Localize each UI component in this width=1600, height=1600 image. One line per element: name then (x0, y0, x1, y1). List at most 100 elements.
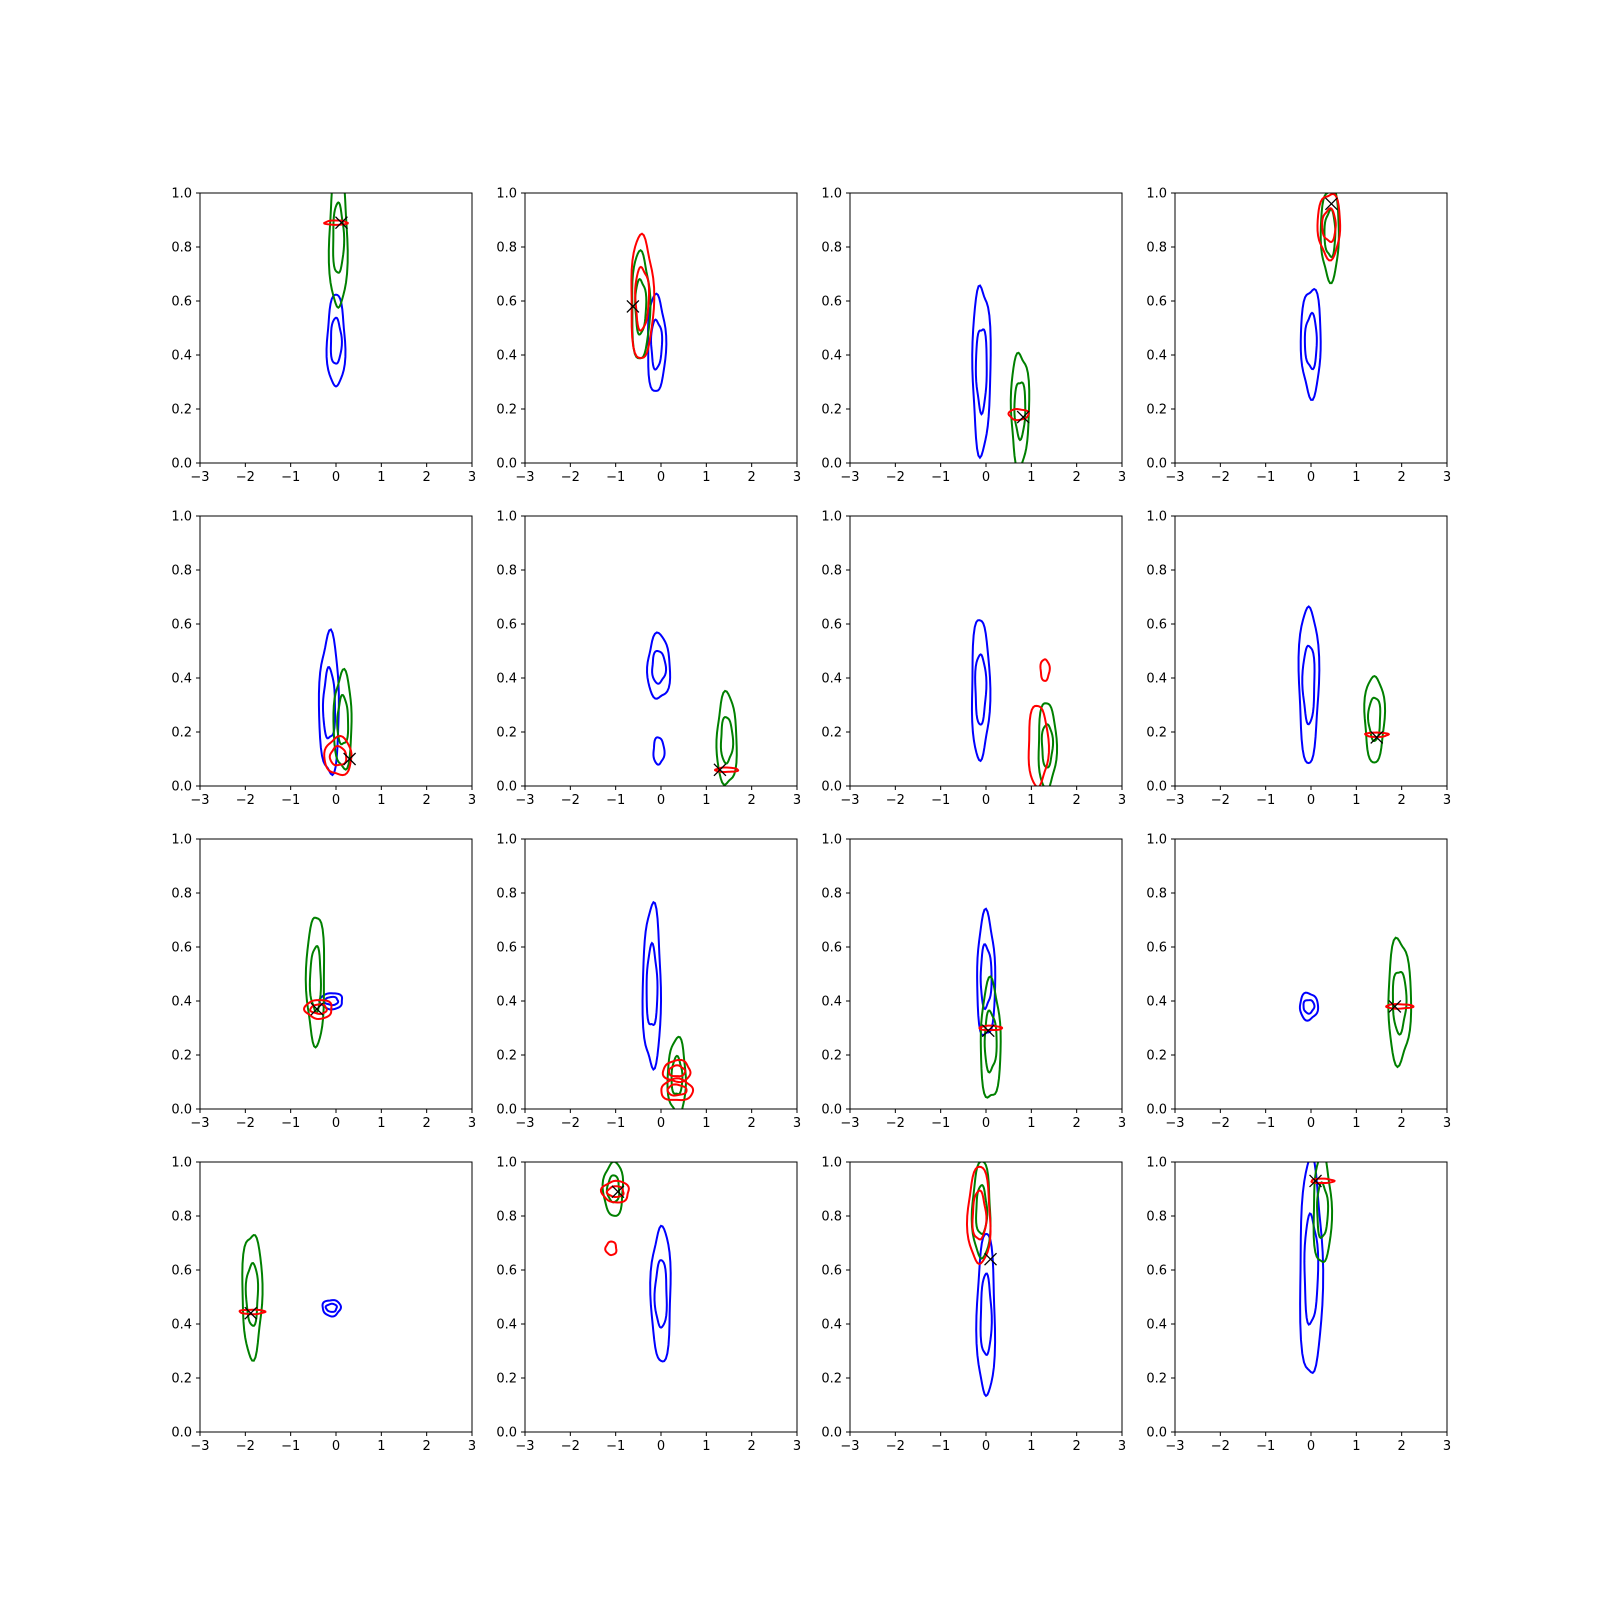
x-tick-label: 2 (1073, 793, 1081, 808)
true-value-marker (244, 1306, 258, 1320)
blue-contour-level-2 (649, 318, 664, 371)
true-value-marker (1370, 730, 1384, 744)
red-contour-level-1 (323, 734, 353, 777)
y-tick-label: 0.0 (496, 1103, 517, 1118)
panel-10: −3 −2 −1 0 1 2 3 0.0 0.2 0.4 0.6 0.8 1.0 (496, 833, 801, 1132)
green-contour-level-2 (983, 1009, 998, 1074)
y-tick-label: 0.0 (171, 1103, 192, 1118)
x-tick-label: −3 (840, 1439, 859, 1454)
y-tick-label: 0.0 (496, 1426, 517, 1441)
x-tick-label: 1 (1352, 793, 1360, 808)
x-tick-label: 3 (793, 793, 801, 808)
x-tick-label: 0 (657, 793, 665, 808)
panel-plot-area (646, 631, 740, 786)
y-tick-label: 0.2 (1146, 403, 1167, 418)
panel-plot-area (302, 916, 344, 1049)
x-tick-label: 2 (1073, 1116, 1081, 1131)
blue-contour-level-1 (321, 1299, 342, 1318)
green-contour-level-1 (666, 1035, 687, 1109)
y-tick-label: 0.0 (496, 780, 517, 795)
x-tick-label: −2 (886, 470, 905, 485)
x-tick-label: −1 (606, 793, 625, 808)
x-tick-label: 1 (702, 470, 710, 485)
x-tick-label: −3 (1165, 1439, 1184, 1454)
x-tick-label: 1 (1027, 1116, 1035, 1131)
panel-plot-area (965, 1162, 997, 1398)
x-tick-label: 2 (748, 1439, 756, 1454)
panel-16: −3 −2 −1 0 1 2 3 0.0 0.2 0.4 0.6 0.8 1.0 (1146, 1156, 1451, 1455)
x-tick-label: 1 (377, 470, 385, 485)
x-tick-label: 1 (377, 1116, 385, 1131)
blue-contour-level-1 (652, 736, 666, 766)
x-tick-label: −2 (561, 793, 580, 808)
true-value-marker (1388, 999, 1402, 1013)
blue-contour-level-2 (1303, 1212, 1320, 1326)
y-tick-label: 0.4 (1146, 672, 1167, 687)
red-contour-level-1 (630, 232, 656, 359)
y-tick-label: 0.2 (496, 1372, 517, 1387)
y-tick-label: 0.0 (821, 457, 842, 472)
x-tick-label: 1 (377, 793, 385, 808)
x-tick-label: −3 (1165, 1116, 1184, 1131)
blue-contour-level-1 (1298, 991, 1320, 1022)
panel-5: −3 −2 −1 0 1 2 3 0.0 0.2 0.4 0.6 0.8 1.0 (171, 510, 476, 809)
x-tick-label: 2 (423, 1116, 431, 1131)
panel-plot-area (970, 619, 1059, 786)
panel-plot-area (641, 900, 695, 1109)
y-tick-label: 0.2 (1146, 1049, 1167, 1064)
x-tick-label: −2 (561, 1116, 580, 1131)
x-tick-label: −3 (840, 1116, 859, 1131)
red-contour-level-1 (713, 766, 740, 773)
blue-contour-level-2 (329, 316, 343, 365)
x-tick-label: −2 (236, 1116, 255, 1131)
true-value-marker (626, 299, 640, 313)
y-tick-label: 0.2 (171, 403, 192, 418)
red-contour-level-1 (660, 1077, 695, 1102)
green-contour-level-1 (1009, 351, 1031, 463)
panel-9: −3 −2 −1 0 1 2 3 0.0 0.2 0.4 0.6 0.8 1.0 (171, 833, 476, 1132)
x-tick-label: 0 (1307, 470, 1315, 485)
blue-contour-level-2 (974, 653, 988, 726)
x-tick-label: 2 (1073, 1439, 1081, 1454)
green-contour-level-1 (1319, 193, 1340, 285)
red-contour-level-2 (1321, 207, 1337, 244)
green-contour-level-1 (1387, 936, 1413, 1069)
y-tick-label: 0.8 (496, 1210, 517, 1225)
x-tick-label: 3 (793, 1439, 801, 1454)
panel-plot-area (238, 1233, 342, 1362)
y-tick-label: 0.6 (496, 941, 517, 956)
x-tick-label: −2 (1211, 1116, 1230, 1131)
x-tick-label: 3 (468, 793, 476, 808)
x-tick-label: 1 (1352, 470, 1360, 485)
x-tick-label: 1 (1352, 1116, 1360, 1131)
y-tick-label: 0.4 (496, 1318, 517, 1333)
axes-frame (1174, 838, 1448, 1110)
green-contour-level-1 (1037, 702, 1059, 786)
blue-contour-level-1 (325, 293, 347, 388)
panel-13: −3 −2 −1 0 1 2 3 0.0 0.2 0.4 0.6 0.8 1.0 (171, 1156, 476, 1455)
y-tick-label: 0.4 (1146, 1318, 1167, 1333)
x-tick-label: 3 (468, 1439, 476, 1454)
green-contour-level-2 (1316, 1181, 1330, 1240)
x-tick-label: −2 (236, 793, 255, 808)
y-tick-label: 0.0 (821, 780, 842, 795)
axes-frame (1174, 515, 1448, 787)
x-tick-label: 2 (423, 793, 431, 808)
x-tick-label: −3 (515, 1116, 534, 1131)
y-tick-label: 0.6 (1146, 1264, 1167, 1279)
y-tick-label: 0.8 (821, 887, 842, 902)
green-contour-level-1 (327, 193, 349, 310)
x-tick-label: 0 (332, 1116, 340, 1131)
y-tick-label: 0.8 (171, 241, 192, 256)
panel-8: −3 −2 −1 0 1 2 3 0.0 0.2 0.4 0.6 0.8 1.0 (1146, 510, 1451, 809)
x-tick-label: 3 (468, 1116, 476, 1131)
y-tick-label: 0.4 (1146, 349, 1167, 364)
y-tick-label: 0.6 (171, 1264, 192, 1279)
x-tick-label: −1 (1256, 470, 1275, 485)
blue-contour-level-1 (641, 900, 663, 1072)
y-tick-label: 1.0 (1146, 187, 1167, 202)
x-tick-label: −2 (886, 1116, 905, 1131)
x-tick-label: −1 (931, 470, 950, 485)
y-tick-label: 0.2 (171, 1049, 192, 1064)
panel-15: −3 −2 −1 0 1 2 3 0.0 0.2 0.4 0.6 0.8 1.0 (821, 1156, 1126, 1455)
